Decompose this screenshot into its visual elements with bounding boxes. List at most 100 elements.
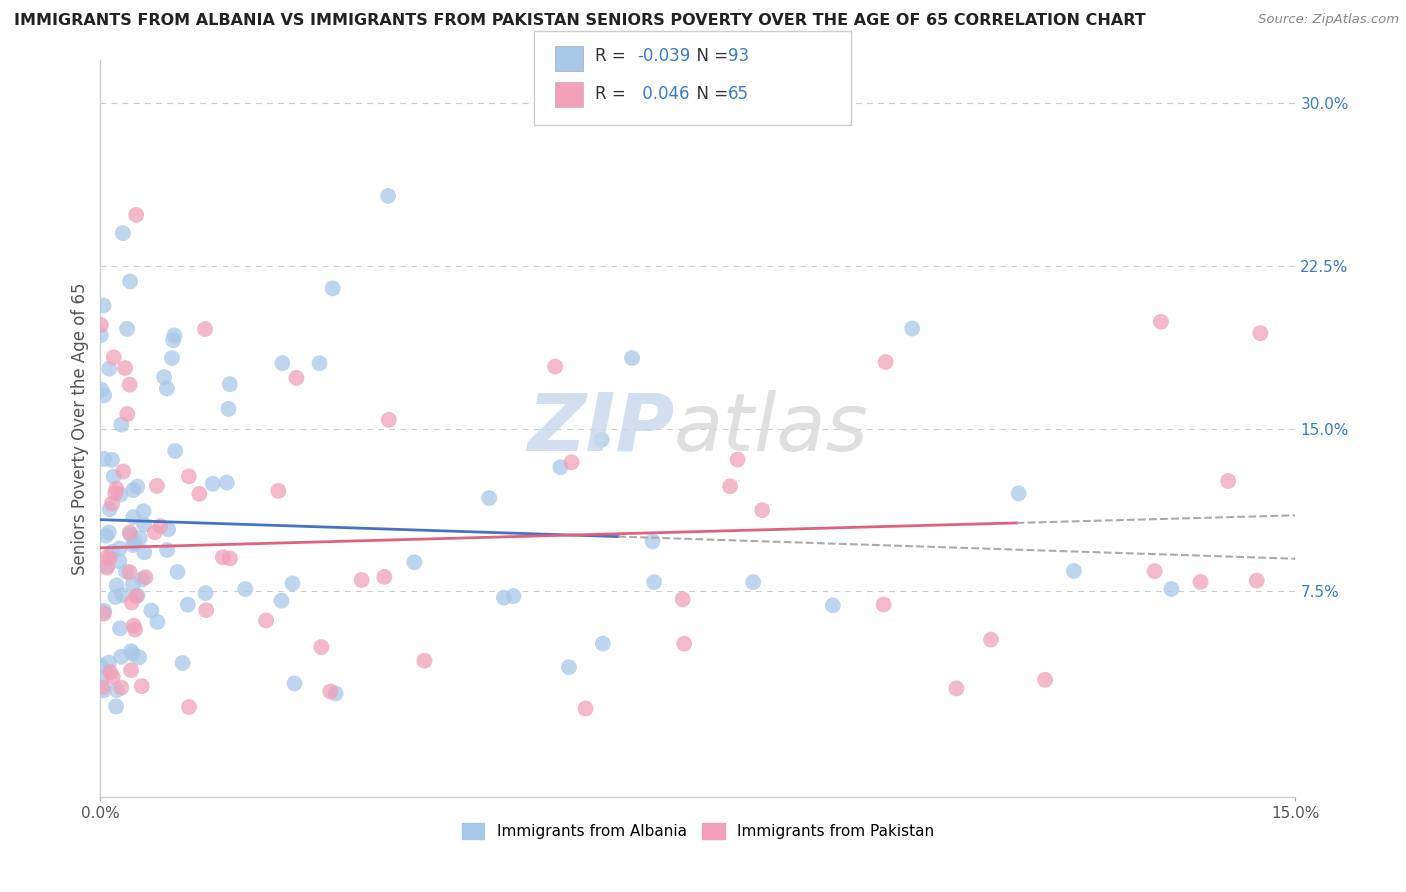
Point <box>120 644 142 658</box>
Point <box>742 575 765 590</box>
Point <box>350 573 373 587</box>
Point <box>110 417 132 432</box>
Point <box>194 586 217 600</box>
Point <box>98 361 121 376</box>
Point <box>101 670 124 684</box>
Point <box>97 656 120 670</box>
Point <box>122 619 145 633</box>
Point <box>215 475 238 490</box>
Point <box>132 504 155 518</box>
Point <box>1007 486 1029 500</box>
Point <box>127 589 149 603</box>
Point <box>121 538 143 552</box>
Point <box>105 699 128 714</box>
Point <box>128 650 150 665</box>
Point <box>267 483 290 498</box>
Point <box>120 527 142 541</box>
Point <box>1246 574 1268 588</box>
Point <box>308 356 330 370</box>
Point <box>378 413 401 427</box>
Point <box>219 551 242 566</box>
Point <box>188 487 211 501</box>
Point <box>110 649 132 664</box>
Text: R =: R = <box>595 85 631 103</box>
Y-axis label: Seniors Poverty Over the Age of 65: Seniors Poverty Over the Age of 65 <box>72 282 89 574</box>
Point <box>118 566 141 580</box>
Point <box>1160 582 1182 596</box>
Point <box>377 189 399 203</box>
Text: 0.046: 0.046 <box>637 85 689 103</box>
Point <box>162 333 184 347</box>
Point <box>121 647 143 661</box>
Point <box>149 519 172 533</box>
Point <box>751 503 773 517</box>
Point <box>153 370 176 384</box>
Point <box>945 681 967 696</box>
Point <box>105 683 128 698</box>
Point <box>873 598 896 612</box>
Text: 65: 65 <box>728 85 749 103</box>
Point <box>901 321 924 335</box>
Point <box>218 377 240 392</box>
Point <box>103 351 125 365</box>
Point <box>643 575 665 590</box>
Point <box>325 686 347 700</box>
Point <box>621 351 644 365</box>
Point <box>120 275 142 289</box>
Point <box>1216 474 1239 488</box>
Point <box>128 531 150 545</box>
Point <box>673 637 696 651</box>
Text: N =: N = <box>686 47 734 65</box>
Point <box>1033 673 1056 687</box>
Point <box>281 576 304 591</box>
Point <box>93 452 115 467</box>
Point <box>131 679 153 693</box>
Point <box>322 281 344 295</box>
Legend: Immigrants from Albania, Immigrants from Pakistan: Immigrants from Albania, Immigrants from… <box>456 817 941 845</box>
Point <box>166 565 188 579</box>
Point <box>117 407 139 421</box>
Point <box>108 541 131 556</box>
Point <box>143 525 166 540</box>
Point <box>93 607 115 621</box>
Point <box>103 469 125 483</box>
Point <box>1143 564 1166 578</box>
Point <box>104 590 127 604</box>
Text: N =: N = <box>686 85 734 103</box>
Point <box>821 599 844 613</box>
Point <box>172 656 194 670</box>
Point <box>97 525 120 540</box>
Point <box>134 570 156 584</box>
Point <box>163 328 186 343</box>
Point <box>114 361 136 376</box>
Point <box>311 640 333 654</box>
Point <box>96 550 118 565</box>
Point <box>1249 326 1271 341</box>
Point <box>980 632 1002 647</box>
Point <box>90 328 112 343</box>
Point <box>235 582 257 596</box>
Point <box>101 545 124 559</box>
Point <box>177 700 200 714</box>
Text: atlas: atlas <box>673 390 869 467</box>
Point <box>592 637 614 651</box>
Point <box>211 550 233 565</box>
Point <box>94 529 117 543</box>
Point <box>134 545 156 559</box>
Point <box>141 603 163 617</box>
Point <box>111 226 134 240</box>
Text: ZIP: ZIP <box>527 390 673 467</box>
Point <box>124 623 146 637</box>
Point <box>177 598 200 612</box>
Point <box>718 479 741 493</box>
Point <box>112 465 135 479</box>
Text: Source: ZipAtlas.com: Source: ZipAtlas.com <box>1258 13 1399 27</box>
Point <box>90 318 112 332</box>
Point <box>591 433 613 447</box>
Point <box>156 543 179 558</box>
Point <box>101 453 124 467</box>
Point <box>93 683 115 698</box>
Point <box>502 589 524 603</box>
Point <box>672 592 695 607</box>
Point <box>134 517 156 532</box>
